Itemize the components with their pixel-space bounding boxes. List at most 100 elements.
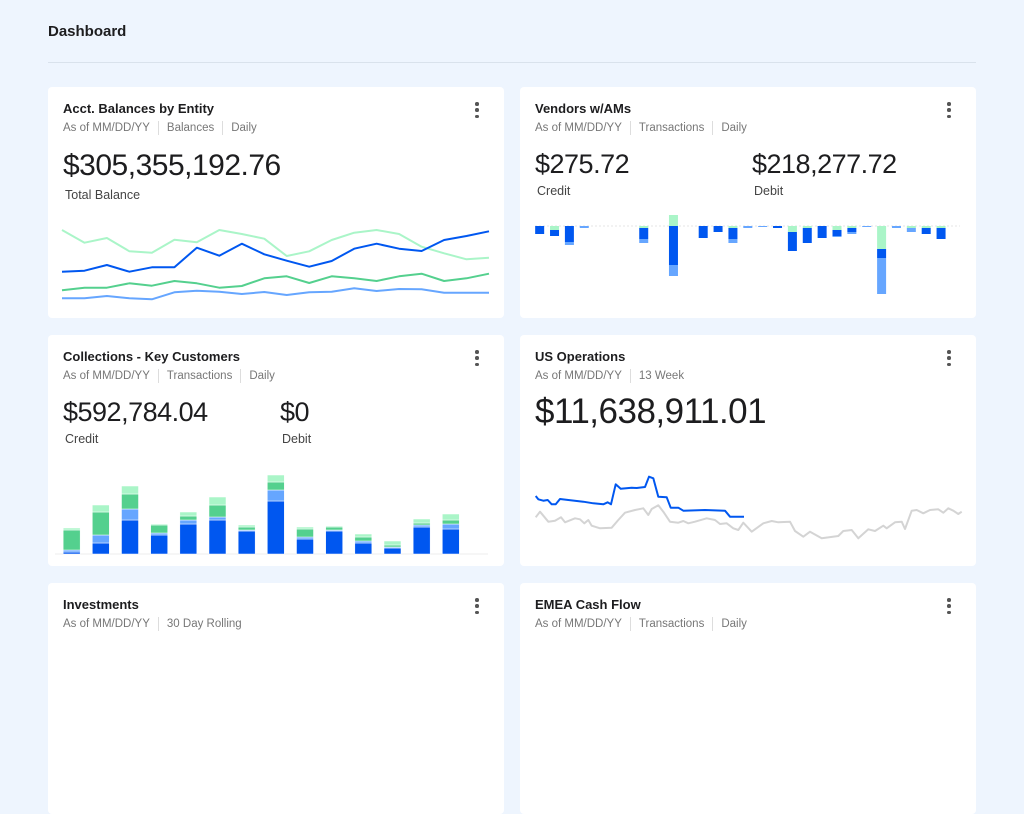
bar-segment-lightblue: [564, 242, 574, 245]
bar-segment-lightblue: [728, 239, 738, 243]
meta-type: Transactions: [638, 122, 705, 134]
bar-segment-blue: [877, 249, 887, 258]
bar-segment-lightgreen: [150, 523, 168, 526]
bar-segment-lightgreen: [550, 226, 560, 230]
more-options-icon[interactable]: [946, 102, 952, 118]
bar-segment-lightblue: [267, 489, 285, 502]
bar-segment-lightblue: [639, 239, 649, 243]
series-line-blue: [534, 475, 744, 518]
bar-segment-lightblue: [92, 534, 110, 544]
meta-date: As of MM/DD/YY: [535, 370, 622, 382]
bar-segment-lightgreen: [847, 226, 857, 228]
meta-date: As of MM/DD/YY: [535, 618, 622, 630]
bar-segment-blue: [208, 519, 227, 555]
bar-segment-lightblue: [296, 536, 314, 540]
bar-segment-blue: [412, 526, 431, 555]
bar-segment-lightblue: [62, 549, 81, 553]
meta-date: As of MM/DD/YY: [63, 618, 150, 630]
bar-segment-lightgreen: [208, 496, 227, 506]
more-options-icon[interactable]: [946, 350, 952, 366]
card-title: US Operations: [535, 349, 626, 364]
bar-segment-lightblue: [862, 226, 872, 227]
bar-segment-blue: [354, 542, 373, 555]
more-options-icon[interactable]: [474, 350, 480, 366]
bar-segment-lightgreen: [383, 540, 402, 546]
us-operations-value: $11,638,911.01: [535, 392, 767, 431]
bar-segment-lightgreen: [877, 226, 887, 249]
bar-segment-green: [208, 504, 227, 518]
bar-positive: [668, 215, 678, 226]
bar-segment-lightgreen: [802, 226, 812, 228]
series-line-blue: [61, 230, 490, 273]
meta-date: As of MM/DD/YY: [63, 370, 150, 382]
bar-segment-lightblue: [412, 524, 431, 528]
card-investments: Investments As of MM/DD/YY 30 Day Rolling: [48, 583, 504, 814]
bar-segment-lightblue: [891, 226, 901, 228]
bar-segment-blue: [267, 500, 285, 555]
series-line-green: [61, 272, 490, 292]
credit-value: $592,784.04: [63, 397, 208, 427]
bar-segment-lightgreen: [237, 524, 256, 528]
bar-segment-lightgreen: [921, 226, 931, 228]
bar-segment-lightgreen: [62, 527, 81, 531]
meta-frequency: Daily: [249, 370, 275, 382]
meta-period: 13 Week: [638, 370, 685, 382]
bar-segment-green: [296, 528, 314, 538]
bar-segment-blue: [325, 530, 343, 555]
balances-line-chart: [61, 229, 490, 301]
bar-segment-green: [62, 529, 81, 551]
bar-segment-lightgreen: [412, 518, 431, 524]
card-meta: As of MM/DD/YY Transactions Daily: [535, 121, 747, 135]
meta-type: Transactions: [638, 618, 705, 630]
bar-segment-lightblue: [668, 265, 678, 276]
collections-bar-chart: [55, 474, 488, 555]
bar-segment-blue: [121, 519, 139, 555]
total-balance-value: $305,355,192.76: [63, 149, 281, 182]
bar-segment-blue: [668, 226, 678, 265]
bar-segment-lightgreen: [936, 226, 946, 228]
bar-segment-lightgreen: [906, 226, 916, 228]
bar-segment-lightblue: [150, 532, 168, 536]
bar-segment-lightgreen: [92, 504, 110, 513]
bar-segment-green: [267, 481, 285, 491]
bar-segment-blue: [92, 542, 110, 555]
meta-frequency: Daily: [721, 122, 747, 134]
bar-segment-blue: [713, 226, 723, 232]
card-title: Investments: [63, 597, 139, 612]
bar-segment-lightgreen: [728, 226, 738, 228]
bar-segment-lightblue: [579, 226, 589, 228]
bar-segment-green: [442, 519, 460, 525]
bar-segment-green: [179, 515, 198, 521]
bar-segment-blue: [564, 226, 574, 242]
meta-frequency: Daily: [721, 618, 747, 630]
debit-value: $218,277.72: [752, 149, 897, 179]
bar-segment-blue: [817, 226, 827, 238]
bar-segment-lightgreen: [296, 526, 314, 530]
card-title: Vendors w/AMs: [535, 101, 632, 116]
page-title: Dashboard: [48, 23, 127, 40]
bar-segment-blue: [773, 226, 783, 228]
bar-segment-green: [325, 526, 343, 531]
bar-segment-blue: [847, 228, 857, 232]
bar-segment-green: [150, 524, 168, 534]
bar-segment-lightgreen: [325, 525, 343, 528]
more-options-icon[interactable]: [946, 598, 952, 614]
meta-date: As of MM/DD/YY: [535, 122, 622, 134]
bar-segment-lightgreen: [639, 226, 649, 228]
bar-segment-blue: [442, 528, 460, 555]
card-emea-cash-flow: EMEA Cash Flow As of MM/DD/YY Transaction…: [520, 583, 976, 814]
debit-label: Debit: [282, 432, 312, 446]
bar-segment-lightblue: [832, 236, 842, 237]
bar-segment-lightblue: [121, 508, 139, 521]
bar-segment-lightgreen: [442, 513, 460, 521]
more-options-icon[interactable]: [474, 598, 480, 614]
bar-segment-blue: [296, 538, 314, 555]
more-options-icon[interactable]: [474, 102, 480, 118]
bar-segment-green: [121, 493, 139, 510]
bar-segment-green: [412, 522, 431, 526]
bar-segment-blue: [921, 228, 931, 234]
bar-segment-lightgreen: [354, 533, 373, 538]
bar-segment-blue: [550, 230, 560, 236]
bar-segment-lightgreen: [787, 226, 797, 232]
bar-segment-blue: [237, 530, 256, 555]
